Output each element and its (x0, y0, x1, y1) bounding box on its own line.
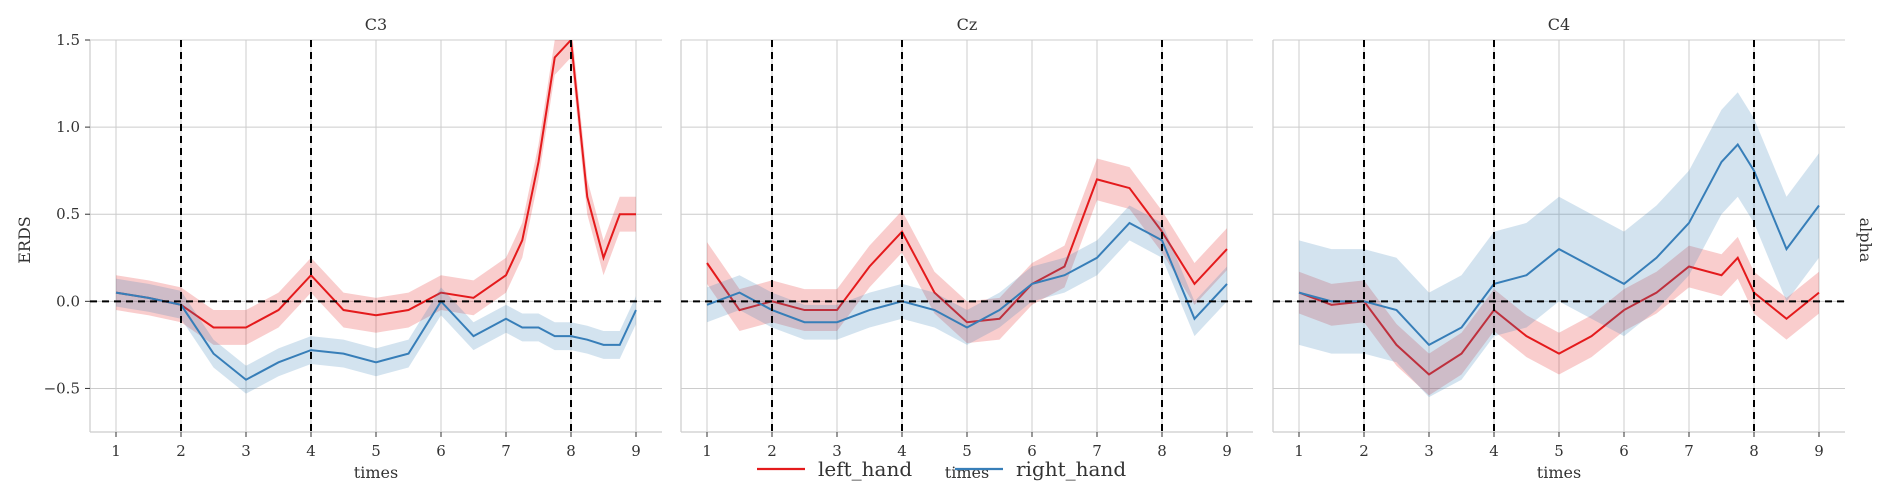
right_hand-line (1298, 142, 1820, 347)
x-tick-label: 5 (371, 442, 381, 460)
left_hand-band (116, 40, 636, 345)
x-axis-label: times (945, 463, 989, 482)
x-tick-label: 7 (501, 442, 511, 460)
row-label: alpha (1856, 218, 1875, 263)
x-tick-label: 6 (436, 442, 446, 460)
x-tick-label: 2 (176, 442, 186, 460)
y-tick-label: 0.0 (56, 292, 80, 310)
panel-cz: 1 2 3 4 5 6 7 8 9 Cz times (680, 15, 1253, 482)
x-tick-label: 7 (1684, 442, 1694, 460)
right_hand-line (706, 221, 1228, 329)
x-tick-label: 4 (897, 442, 907, 460)
x-tick-label: 4 (1489, 442, 1499, 460)
x-tick-label: 5 (1554, 442, 1564, 460)
left_hand-line (1298, 256, 1820, 376)
x-tick-label: 1 (702, 442, 712, 460)
y-tick-label: 1.5 (56, 31, 80, 49)
x-tick-label: 9 (631, 442, 641, 460)
x-tick-label: 4 (306, 442, 316, 460)
panel-title: Cz (957, 15, 978, 34)
panel-c4: 1 2 3 4 5 6 7 8 9 C4 times (1272, 15, 1845, 482)
y-tick-label: 0.5 (56, 205, 80, 223)
x-tick-label: 2 (1359, 442, 1369, 460)
y-tick-label: 1.0 (56, 118, 80, 136)
right_hand-band (116, 278, 636, 394)
x-tick-label: 7 (1092, 442, 1102, 460)
panel-title: C4 (1548, 15, 1570, 34)
left_hand-line (115, 40, 636, 329)
x-axis-label: times (1537, 463, 1581, 482)
x-tick-label: 5 (962, 442, 972, 460)
x-tick-label: 3 (241, 442, 251, 460)
y-tick-label: −0.5 (44, 379, 80, 397)
x-tick-label: 1 (111, 442, 121, 460)
left_hand-line (706, 178, 1228, 324)
left_hand-legend-label: left_hand (818, 457, 912, 481)
x-tick-label: 8 (566, 442, 576, 460)
x-tick-label: 9 (1814, 442, 1824, 460)
panel-title: C3 (365, 15, 387, 34)
left_hand-band (1299, 236, 1819, 396)
x-tick-label: 6 (1619, 442, 1629, 460)
x-tick-label: 3 (1424, 442, 1434, 460)
y-axis-label: ERDS (15, 216, 34, 264)
x-tick-label: 8 (1749, 442, 1759, 460)
panel-c3: 1 2 3 4 5 6 7 8 9 −0.5 0.0 0.5 1.0 1.5 C3 times (44, 15, 662, 482)
legend: left_hand right_hand (757, 457, 1126, 481)
left_hand-band (707, 158, 1227, 344)
x-tick-label: 2 (767, 442, 777, 460)
x-tick-label: 3 (832, 442, 842, 460)
x-tick-label: 8 (1157, 442, 1167, 460)
right_hand-legend-label: right_hand (1016, 457, 1126, 481)
panels-layer: 1 2 3 4 5 6 7 8 9 −0.5 0.0 0.5 1.0 1.5 C3 times 1 2 3 4 5 6 7 8… (44, 15, 1845, 482)
x-tick-label: 6 (1027, 442, 1037, 460)
right_hand-band (707, 205, 1227, 345)
series-layer (706, 158, 1228, 345)
series-layer (1298, 92, 1820, 398)
x-axis-label: times (354, 463, 398, 482)
right_hand-band (1299, 92, 1819, 398)
x-tick-label: 9 (1222, 442, 1232, 460)
x-tick-label: 1 (1294, 442, 1304, 460)
